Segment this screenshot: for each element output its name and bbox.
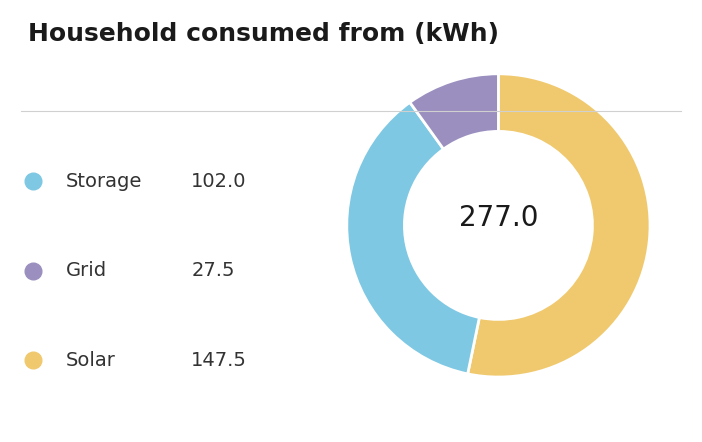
Wedge shape — [468, 74, 650, 377]
Text: 147.5: 147.5 — [192, 351, 247, 370]
Text: 277.0: 277.0 — [458, 204, 538, 232]
Text: Storage: Storage — [66, 172, 143, 191]
Text: Household consumed from (kWh): Household consumed from (kWh) — [28, 22, 499, 46]
Text: Solar: Solar — [66, 351, 116, 370]
Wedge shape — [410, 74, 498, 149]
Text: 102.0: 102.0 — [192, 172, 247, 191]
Text: Grid: Grid — [66, 261, 107, 280]
Wedge shape — [347, 103, 479, 374]
Text: 27.5: 27.5 — [192, 261, 235, 280]
